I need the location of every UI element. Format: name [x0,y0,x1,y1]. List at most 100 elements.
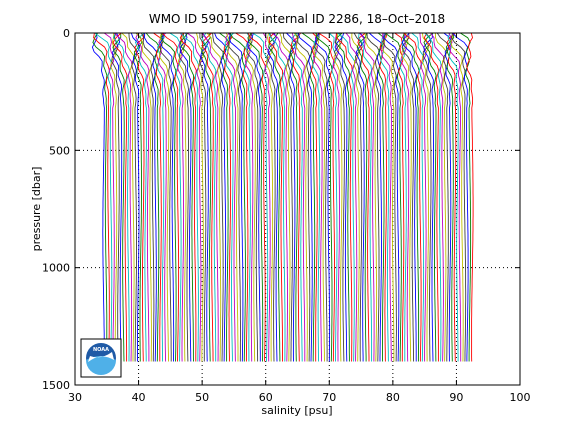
profile-line-41 [198,33,207,362]
noaa-logo: NOAA [80,338,122,378]
profile-line-30 [161,32,180,362]
profile-line-123 [400,32,410,362]
profile-line-82 [293,32,308,362]
x-tick-label-1: 40 [132,391,146,404]
profile-line-73 [268,32,286,362]
profile-line-86 [310,32,318,362]
profile-line-127 [402,32,420,362]
ticks [74,32,521,386]
profile-line-140 [443,32,453,362]
profile-line-136 [424,32,442,362]
profile-line-131 [421,32,430,362]
profile-line-118 [382,32,397,362]
profile-line-143 [447,32,459,362]
profile-line-145 [450,32,464,362]
profile-line-53 [225,32,236,362]
logo-wave [86,356,116,375]
profile-line-1 [92,32,108,362]
profile-line-6 [111,32,120,362]
profile-line-40 [195,32,204,362]
profile-line-11 [113,32,133,362]
profile-line-9 [112,32,128,362]
chart-title: WMO ID 5901759, internal ID 2286, 18–Oct… [149,12,445,26]
profile-line-138 [434,32,447,362]
profile-line-32 [176,32,185,362]
profile-line-79 [290,32,302,362]
profile-line-0 [91,32,105,362]
plot-frame [74,32,521,386]
profile-line-77 [286,32,296,362]
profile-line-39 [186,32,202,362]
profile-line-18 [135,32,150,362]
profile-line-8 [112,32,125,362]
profile-line-19 [136,32,152,362]
profile-line-117 [381,32,395,362]
profile-line-130 [419,32,427,362]
profile-line-25 [157,32,167,362]
profile-line-113 [377,32,385,362]
profile-line-103 [351,32,361,362]
profile-line-119 [383,32,400,362]
profile-line-121 [394,32,405,362]
profile-line-84 [297,32,313,362]
profile-line-97 [334,32,345,362]
profile-line-106 [356,32,368,362]
profile-line-3 [94,32,113,362]
profile-line-94 [328,32,338,362]
profile-line-47 [206,32,222,362]
y-tick-label-0: 0 [63,27,70,40]
profile-line-44 [201,32,214,362]
profile-line-4 [103,32,115,362]
profile-line-21 [144,32,158,362]
profile-line-58 [235,32,249,362]
profile-line-65 [247,32,266,362]
profile-line-75 [279,32,292,362]
profile-line-59 [244,32,251,362]
profile-line-109 [359,32,375,362]
profile-line-125 [401,32,415,362]
profile-line-88 [313,32,323,362]
profile-line-2 [93,32,110,362]
profile-line-85 [301,32,316,362]
profile-line-70 [267,32,279,362]
profile-line-16 [134,32,145,362]
profile-line-38 [180,32,200,362]
profile-line-99 [335,32,351,362]
x-tick-label-0: 30 [68,391,82,404]
profile-line-83 [297,32,311,362]
profile-line-71 [268,32,281,362]
profile-line-28 [160,32,175,362]
profile-line-149 [466,32,474,362]
profile-line-139 [436,32,450,362]
profile-line-101 [337,32,356,362]
profile-line-74 [271,32,289,362]
x-tick-label-5: 80 [386,391,400,404]
profile-line-66 [252,32,269,362]
profile-line-14 [130,32,141,362]
profile-line-43 [201,32,212,362]
logo-gull [88,352,114,362]
x-tick-label-6: 90 [449,391,463,404]
profile-line-63 [247,32,261,362]
profile-line-108 [358,32,373,362]
profile-line-36 [179,32,194,362]
profile-line-68 [265,32,274,362]
profile-line-115 [380,32,390,362]
profile-line-27 [159,32,172,362]
x-tick-label-3: 60 [259,391,273,404]
profile-line-17 [134,32,147,362]
x-tick-label-4: 70 [322,391,336,404]
profile-line-42 [200,32,209,362]
x-axis-label: salinity [psu] [261,404,332,417]
profile-line-128 [403,32,422,362]
profile-line-96 [333,32,343,362]
profile-line-26 [158,32,170,362]
profile-line-104 [353,32,363,362]
profile-line-87 [312,32,321,362]
y-axis-label: pressure [dbar] [30,167,43,252]
profile-line-105 [355,32,365,362]
profile-line-20 [140,32,155,362]
profile-line-33 [177,32,187,362]
profile-line-64 [247,32,264,362]
